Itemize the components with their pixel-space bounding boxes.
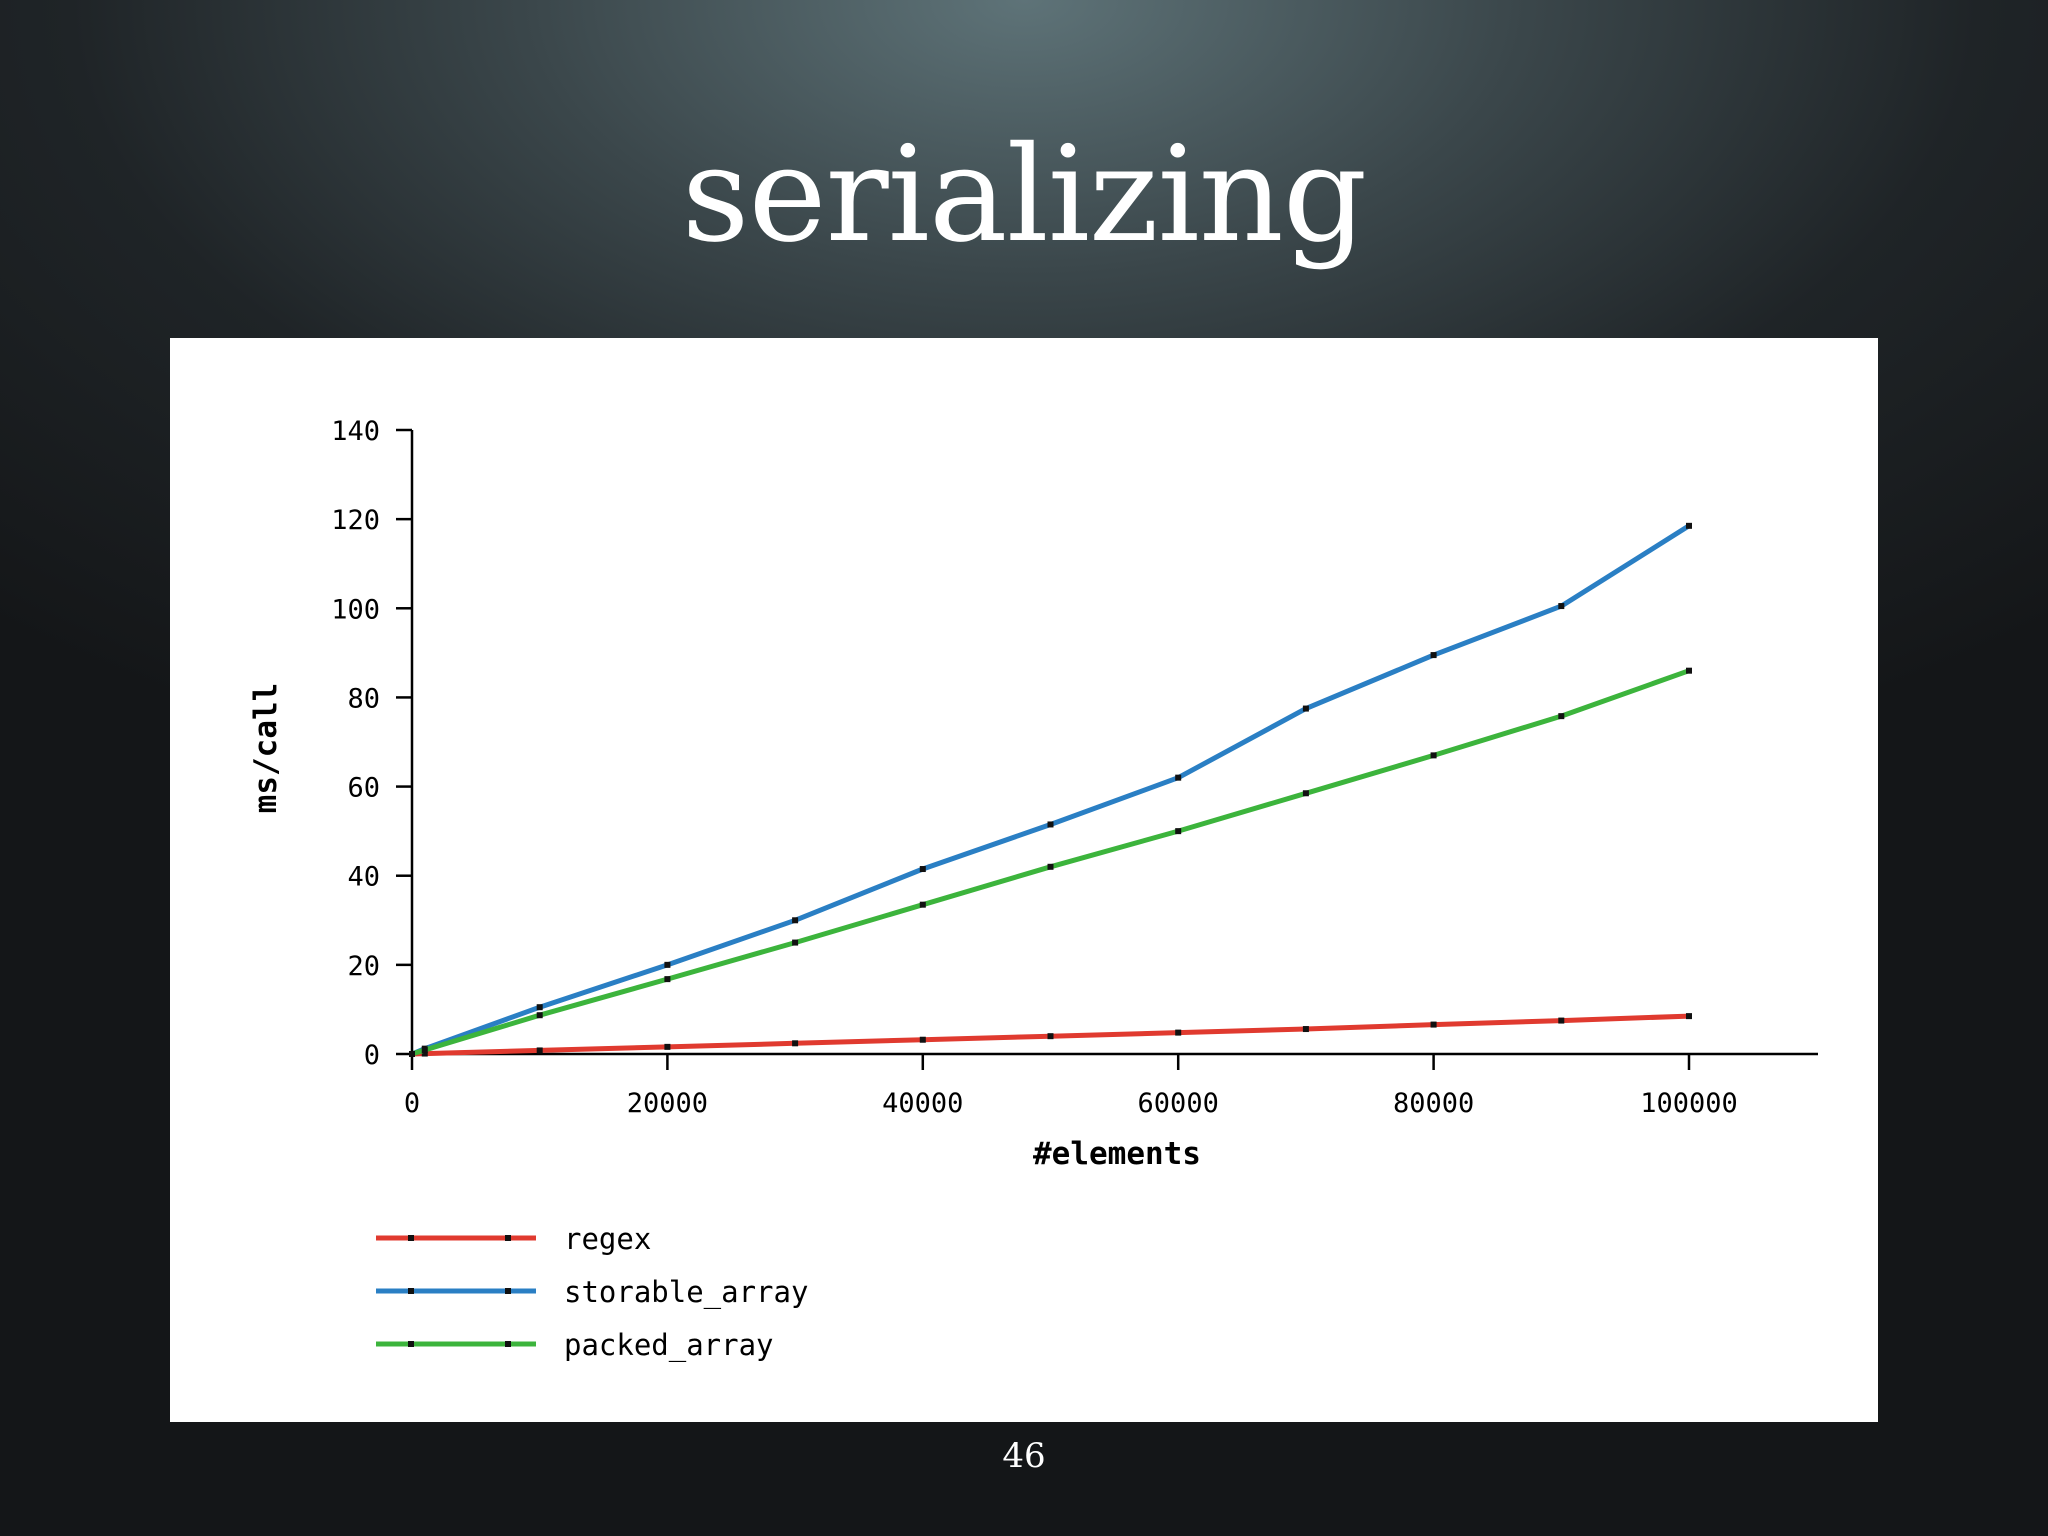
data-point-packed_array bbox=[409, 1051, 415, 1057]
x-tick-label: 60000 bbox=[1138, 1088, 1219, 1119]
data-point-storable_array bbox=[1047, 821, 1054, 828]
series-line-regex bbox=[409, 1013, 1692, 1057]
y-tick-label: 80 bbox=[347, 683, 380, 714]
data-point-packed_array bbox=[421, 1046, 428, 1053]
x-axis-title: #elements bbox=[1033, 1136, 1201, 1172]
y-tick-label: 20 bbox=[347, 951, 380, 982]
data-point-regex bbox=[1558, 1017, 1565, 1024]
data-point-storable_array bbox=[1302, 705, 1309, 712]
series-line-storable_array bbox=[409, 523, 1692, 1057]
data-point-packed_array bbox=[919, 901, 926, 908]
legend-marker bbox=[505, 1341, 511, 1347]
series-line-packed_array bbox=[409, 668, 1692, 1057]
data-point-regex bbox=[1175, 1029, 1182, 1036]
data-point-storable_array bbox=[1558, 603, 1565, 610]
legend-label-packed_array: packed_array bbox=[564, 1328, 774, 1363]
legend-marker bbox=[505, 1235, 511, 1241]
chart-axes: 0 20 40 60 80 100 120 140 0 20000 40000 60000 80000 1… bbox=[248, 416, 1818, 1172]
data-point-regex bbox=[1686, 1013, 1692, 1020]
data-point-storable_array bbox=[536, 1004, 543, 1011]
x-tick-label: 100000 bbox=[1640, 1088, 1738, 1119]
data-point-packed_array bbox=[1686, 667, 1692, 674]
data-point-storable_array bbox=[1175, 774, 1182, 781]
x-tick-label: 40000 bbox=[882, 1088, 963, 1119]
data-point-storable_array bbox=[1686, 522, 1692, 529]
data-point-packed_array bbox=[664, 976, 671, 983]
y-tick-label: 140 bbox=[331, 416, 380, 447]
chart-legend: regex storable_array packed_array bbox=[376, 1222, 808, 1363]
data-point-packed_array bbox=[1558, 713, 1565, 720]
data-point-packed_array bbox=[1302, 790, 1309, 797]
data-point-regex bbox=[1430, 1021, 1437, 1028]
chart-panel: 0 20 40 60 80 100 120 140 0 20000 40000 60000 80000 1… bbox=[170, 338, 1878, 1422]
data-point-packed_array bbox=[1175, 828, 1182, 835]
x-tick-label: 20000 bbox=[627, 1088, 708, 1119]
chart-series bbox=[409, 522, 1692, 1057]
data-point-storable_array bbox=[664, 961, 671, 968]
line-chart: 0 20 40 60 80 100 120 140 0 20000 40000 60000 80000 1… bbox=[248, 416, 1818, 1363]
x-tick-label: 0 bbox=[404, 1088, 420, 1119]
y-axis-title: ms/call bbox=[248, 683, 284, 814]
y-tick-label: 60 bbox=[347, 773, 380, 804]
data-point-regex bbox=[919, 1036, 926, 1043]
y-tick-label: 120 bbox=[331, 505, 380, 536]
legend-marker bbox=[505, 1288, 511, 1294]
y-tick-label: 0 bbox=[364, 1040, 380, 1071]
data-point-regex bbox=[1302, 1026, 1309, 1033]
legend-label-storable_array: storable_array bbox=[564, 1275, 808, 1310]
data-point-packed_array bbox=[1047, 863, 1054, 870]
data-point-storable_array bbox=[792, 917, 799, 924]
legend-marker bbox=[408, 1341, 414, 1347]
page-number: 46 bbox=[1002, 1436, 1046, 1476]
data-point-storable_array bbox=[1430, 652, 1437, 659]
data-point-packed_array bbox=[536, 1012, 543, 1019]
data-point-storable_array bbox=[919, 866, 926, 873]
x-tick-label: 80000 bbox=[1393, 1088, 1474, 1119]
y-tick-label: 100 bbox=[331, 594, 380, 625]
legend-marker bbox=[408, 1288, 414, 1294]
data-point-regex bbox=[421, 1050, 428, 1057]
slide-title: serializing bbox=[681, 118, 1368, 272]
y-tick-label: 40 bbox=[347, 862, 380, 893]
legend-label-regex: regex bbox=[564, 1222, 651, 1256]
data-point-regex bbox=[664, 1043, 671, 1050]
data-point-regex bbox=[792, 1040, 799, 1047]
data-point-regex bbox=[536, 1047, 543, 1054]
data-point-packed_array bbox=[792, 939, 799, 946]
legend-marker bbox=[408, 1235, 414, 1241]
data-point-packed_array bbox=[1430, 752, 1437, 759]
data-point-regex bbox=[1047, 1033, 1054, 1040]
